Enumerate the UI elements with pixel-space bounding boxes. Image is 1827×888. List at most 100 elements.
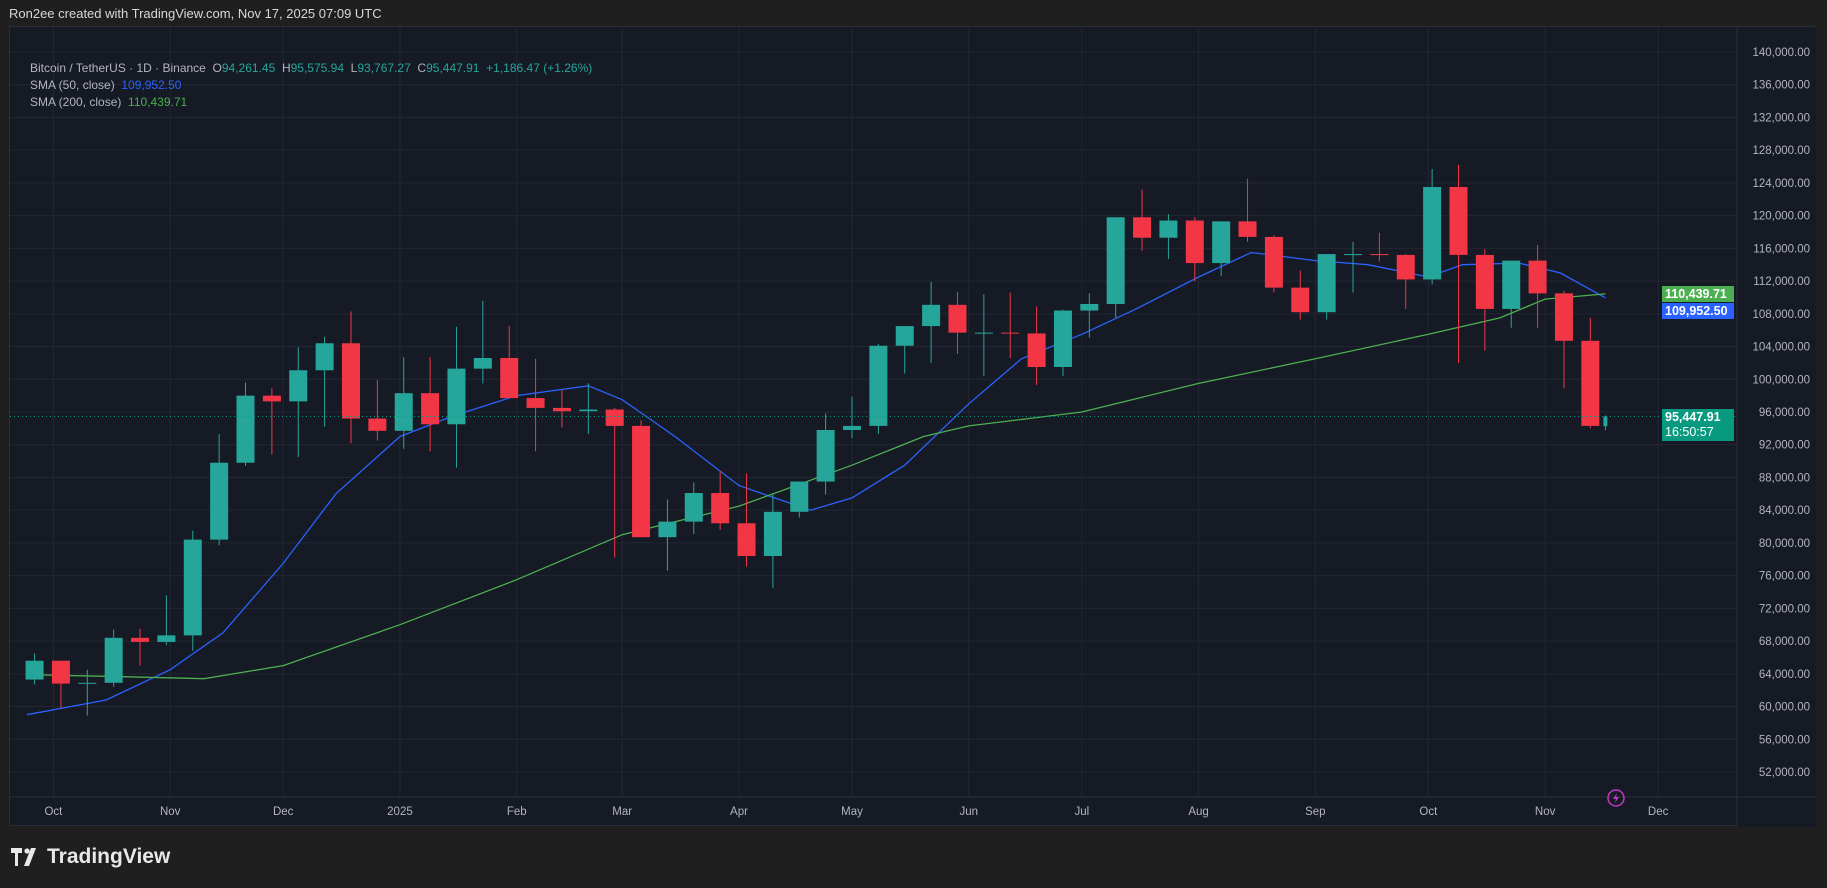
candle-up <box>157 635 176 642</box>
x-tick-label: Dec <box>1648 806 1669 818</box>
y-tick-label: 56,000.00 <box>1759 734 1810 746</box>
candle-down <box>500 358 519 399</box>
low-label: L <box>350 61 358 75</box>
price-chart[interactable]: 140,000.00 136,000.00 132,000.00 128,000.00… <box>10 27 1816 827</box>
candle-down <box>262 395 281 402</box>
candle-down <box>51 660 70 684</box>
candle-down <box>1554 293 1573 341</box>
y-tick-label: 80,000.00 <box>1759 538 1810 550</box>
symbol-legend: Bitcoin / TetherUS · 1D · Binance O94,26… <box>30 61 592 75</box>
candle-down <box>1185 220 1204 264</box>
sma200-label: SMA (200, close) <box>30 95 122 109</box>
candle-down <box>1475 254 1494 309</box>
tradingview-brand: TradingView <box>47 845 171 868</box>
lightning-icon[interactable] <box>1607 789 1625 807</box>
candle-up <box>1053 310 1072 367</box>
candle-up <box>1106 217 1125 304</box>
candle-down <box>1133 217 1152 238</box>
candle-up <box>210 462 229 540</box>
y-tick-label: 64,000.00 <box>1759 669 1810 681</box>
candle-up <box>1603 416 1608 427</box>
candle-up <box>236 395 255 463</box>
candle-up <box>394 393 413 431</box>
low-value: 93,767.27 <box>357 61 411 75</box>
candle-down <box>605 409 624 426</box>
x-tick-label: Dec <box>273 806 294 818</box>
candle-up <box>104 637 123 683</box>
candle-up <box>473 358 492 369</box>
candle-up <box>447 368 466 425</box>
x-tick-label: Jul <box>1074 806 1089 818</box>
y-tick-label: 52,000.00 <box>1759 767 1810 779</box>
y-tick-label: 76,000.00 <box>1759 571 1810 583</box>
x-tick-label: Oct <box>1419 806 1438 818</box>
candle-down <box>948 304 967 333</box>
candle-down <box>368 418 387 431</box>
candle-up <box>1344 254 1363 256</box>
x-tick-label: Jun <box>960 806 979 818</box>
y-tick-label: 92,000.00 <box>1759 440 1810 452</box>
y-tick-label: 124,000.00 <box>1752 178 1810 190</box>
candle-down <box>552 407 571 412</box>
candle-up <box>25 660 44 680</box>
candle-down <box>737 523 756 556</box>
sma50-label: SMA (50, close) <box>30 78 115 92</box>
candle-down <box>1027 333 1046 367</box>
candle-up <box>763 511 782 556</box>
candle-up <box>1502 260 1521 309</box>
price-axis <box>1737 27 1816 827</box>
sma200-price-badge: 110,439.71 <box>1662 285 1734 302</box>
x-tick-label: 2025 <box>387 806 413 818</box>
high-label: H <box>281 61 291 75</box>
y-tick-label: 132,000.00 <box>1752 112 1810 124</box>
x-tick-label: Mar <box>612 806 632 818</box>
candle-up <box>895 326 914 346</box>
y-tick-label: 88,000.00 <box>1759 472 1810 484</box>
sma200-legend[interactable]: SMA (200, close) 110,439.71 <box>30 95 187 109</box>
y-tick-label: 68,000.00 <box>1759 636 1810 648</box>
chart-panel[interactable]: 140,000.00 136,000.00 132,000.00 128,000.00… <box>9 26 1816 827</box>
close-value: 95,447.91 <box>426 61 480 75</box>
candle-down <box>1001 332 1020 334</box>
candle-up <box>183 539 202 636</box>
sma50-value: 109,952.50 <box>121 78 182 92</box>
x-tick-label: May <box>841 806 863 818</box>
candle-down <box>341 343 360 419</box>
y-tick-label: 140,000.00 <box>1752 47 1810 59</box>
y-tick-label: 84,000.00 <box>1759 505 1810 517</box>
x-tick-label: Nov <box>160 806 181 818</box>
candle-up <box>790 481 809 512</box>
y-tick-label: 104,000.00 <box>1752 342 1810 354</box>
candle-down <box>1238 221 1257 237</box>
candle-up <box>684 493 703 522</box>
y-tick-label: 116,000.00 <box>1753 243 1810 255</box>
chart-credit: Ron2ee created with TradingView.com, Nov… <box>9 6 382 21</box>
x-tick-label: Apr <box>730 806 748 818</box>
sma50-price-badge: 109,952.50 <box>1662 302 1734 319</box>
candle-up <box>843 425 862 430</box>
candle-down <box>632 425 651 538</box>
candle-up <box>1317 254 1336 313</box>
candle-down <box>1396 254 1415 280</box>
y-tick-label: 72,000.00 <box>1759 603 1810 615</box>
x-tick-label: Sep <box>1305 806 1325 818</box>
candle-down <box>526 398 545 408</box>
y-tick-label: 136,000.00 <box>1752 80 1810 92</box>
x-tick-label: Nov <box>1535 806 1556 818</box>
candle-up <box>1080 304 1099 311</box>
sma50-legend[interactable]: SMA (50, close) 109,952.50 <box>30 78 181 92</box>
y-tick-label: 128,000.00 <box>1752 145 1810 157</box>
tradingview-logo[interactable]: TradingView <box>11 845 170 869</box>
y-tick-label: 120,000.00 <box>1752 211 1810 223</box>
candle-up <box>579 409 598 412</box>
candle-up <box>78 682 97 684</box>
sma200-value: 110,439.71 <box>128 95 188 109</box>
y-tick-label: 112,000.00 <box>1753 276 1810 288</box>
y-tick-label: 108,000.00 <box>1752 309 1810 321</box>
x-tick-label: Oct <box>44 806 63 818</box>
candle-up <box>1212 221 1231 264</box>
last-price-value: 95,447.91 <box>1665 409 1721 424</box>
y-tick-label: 100,000.00 <box>1752 374 1810 386</box>
x-tick-label: Feb <box>507 806 527 818</box>
symbol-title: Bitcoin / TetherUS · 1D · Binance <box>30 61 206 75</box>
